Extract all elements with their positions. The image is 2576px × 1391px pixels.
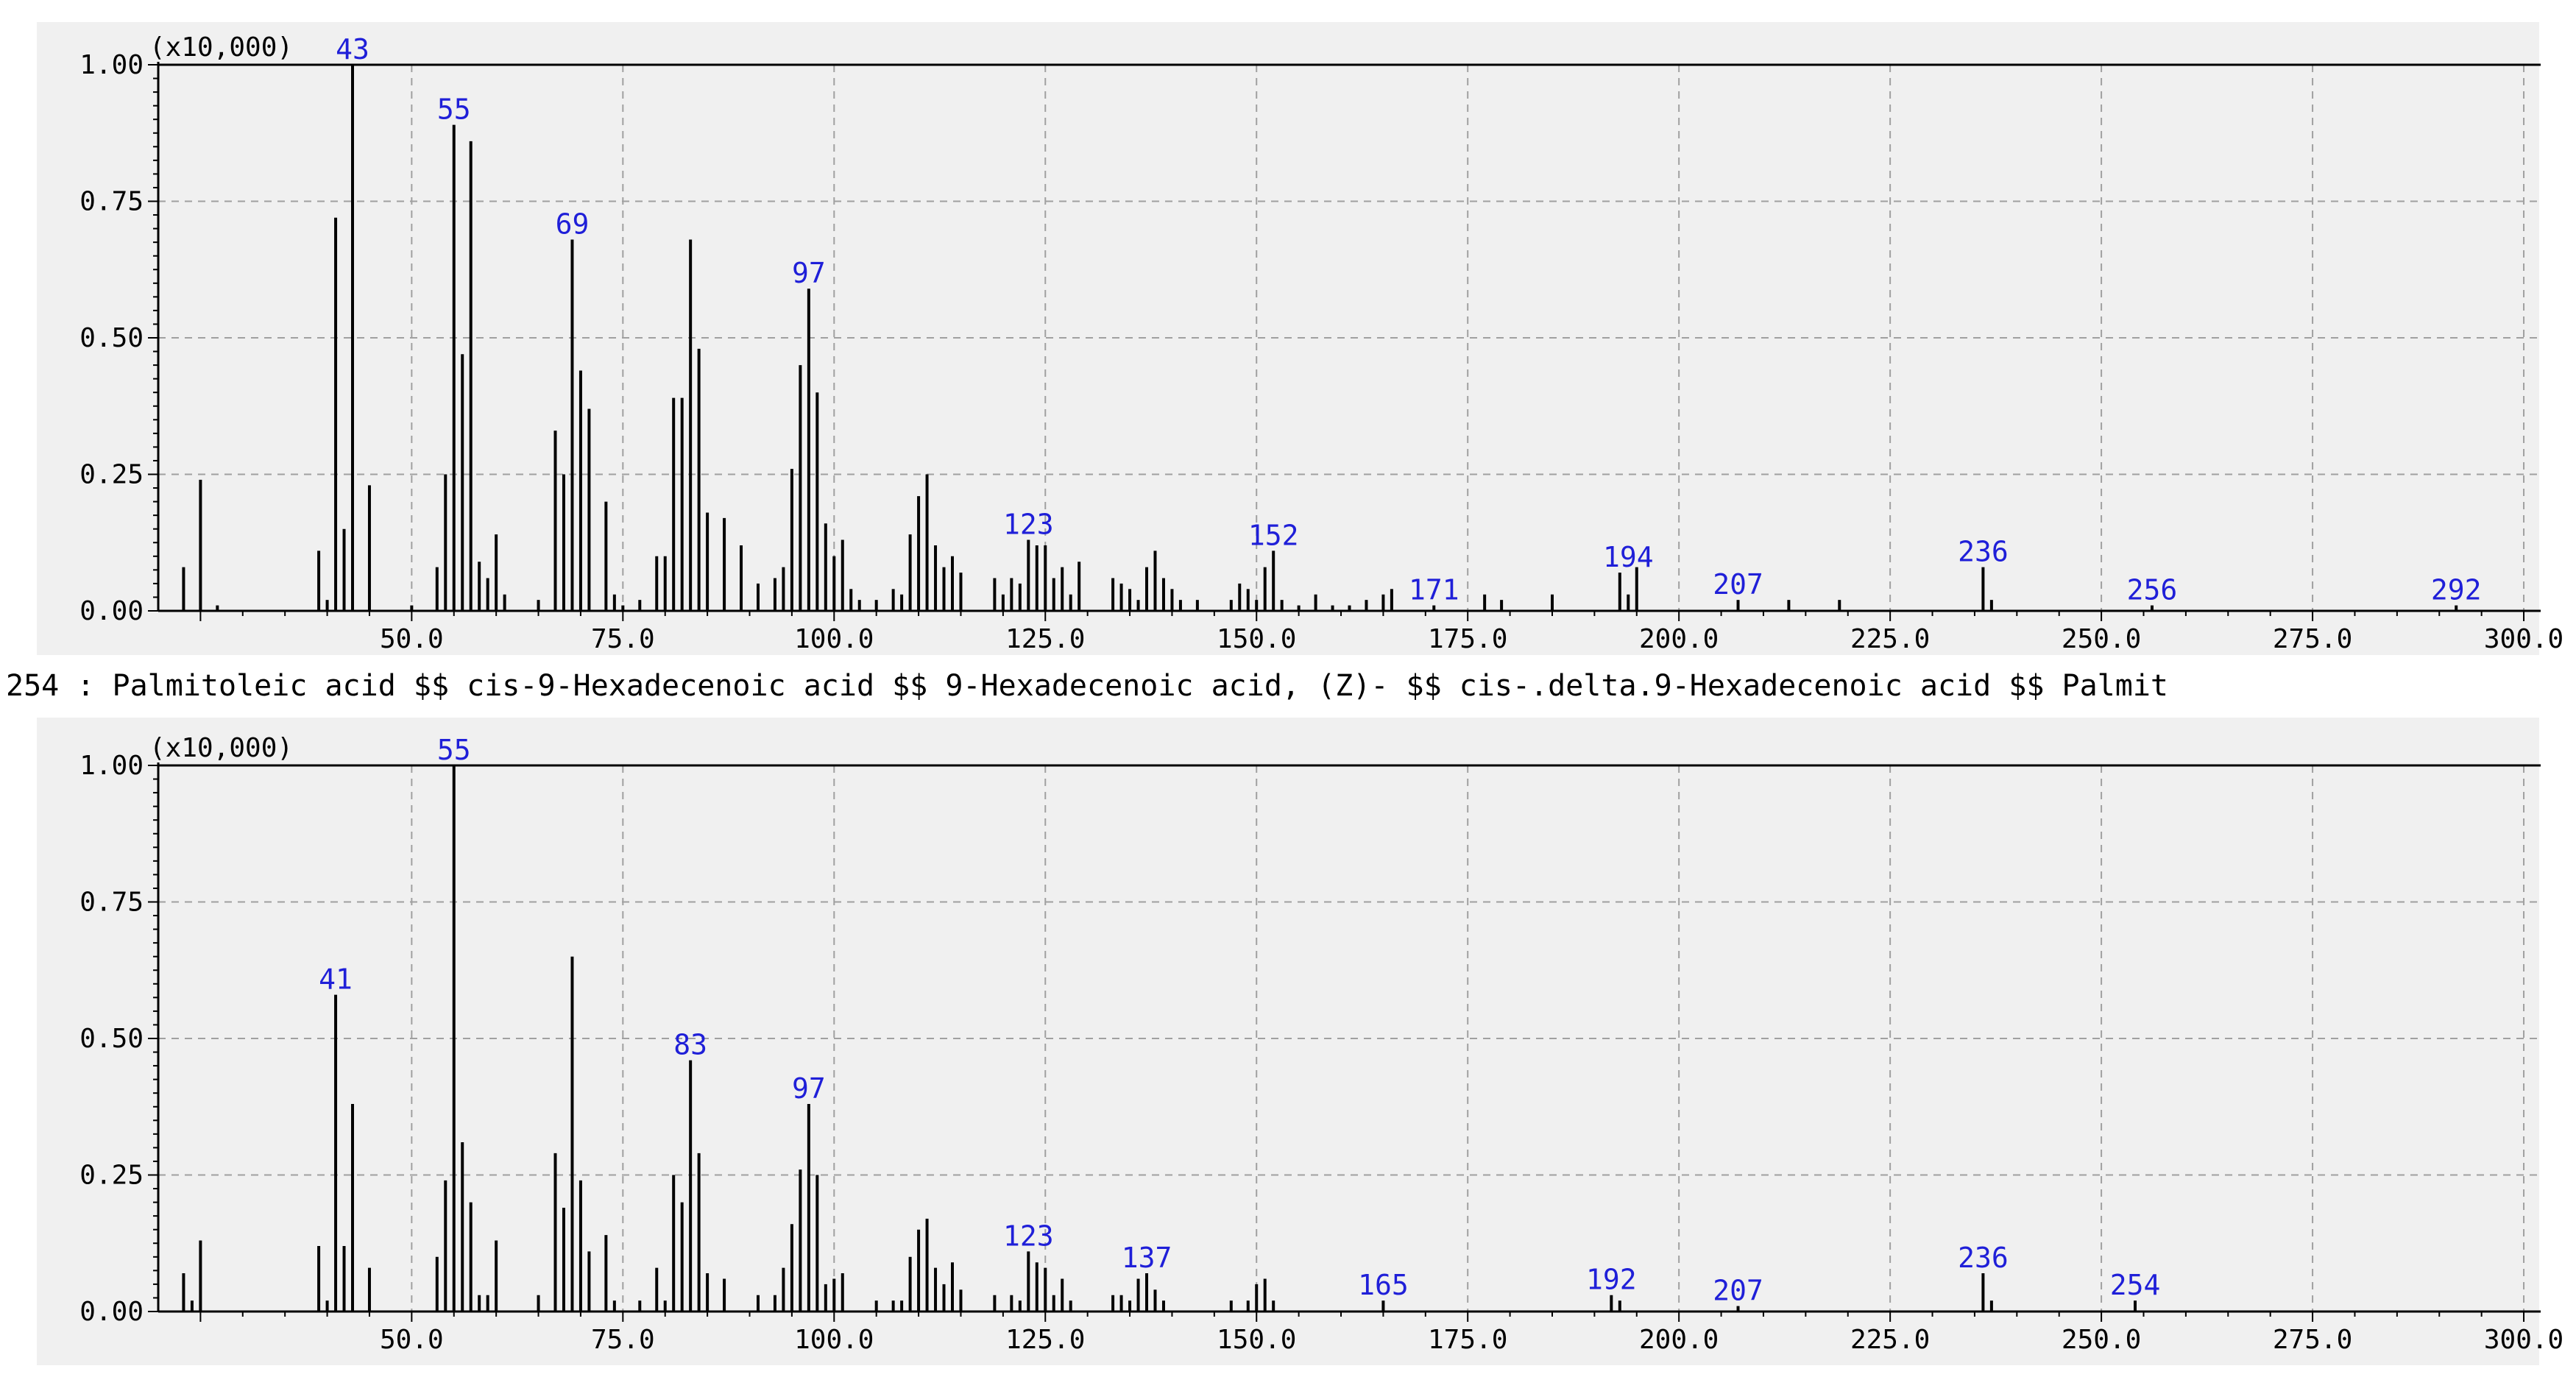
library-hit-caption: 254 : Palmitoleic acid $$ cis-9-Hexadece… bbox=[6, 669, 2168, 703]
x-tick-label: 275.0 bbox=[2273, 624, 2352, 654]
peak-label: 97 bbox=[792, 257, 826, 289]
y-tick-label: 0.75 bbox=[79, 187, 144, 217]
peak-label: 97 bbox=[792, 1072, 826, 1105]
peak-label: 194 bbox=[1603, 541, 1654, 573]
x-tick-label: 300.0 bbox=[2484, 624, 2563, 654]
x-tick-label: 100.0 bbox=[794, 1325, 874, 1355]
peak-label: 123 bbox=[1003, 509, 1054, 541]
peak-label: 171 bbox=[1409, 574, 1459, 606]
peak-label: 292 bbox=[2431, 574, 2482, 606]
x-tick-label: 125.0 bbox=[1005, 1325, 1085, 1355]
scale-label: (x10,000) bbox=[149, 32, 293, 63]
x-tick-label: 150.0 bbox=[1217, 1325, 1296, 1355]
x-tick-label: 100.0 bbox=[794, 624, 874, 654]
x-tick-label: 275.0 bbox=[2273, 1325, 2352, 1355]
peak-label: 43 bbox=[336, 33, 369, 66]
peak-label: 55 bbox=[437, 734, 471, 766]
y-tick-label: 1.00 bbox=[79, 50, 144, 80]
peak-label: 207 bbox=[1713, 568, 1763, 601]
x-tick-label: 75.0 bbox=[591, 1325, 655, 1355]
y-tick-label: 0.50 bbox=[79, 323, 144, 353]
peak-label: 55 bbox=[437, 93, 471, 126]
x-tick-label: 200.0 bbox=[1639, 1325, 1719, 1355]
peak-label: 137 bbox=[1122, 1242, 1172, 1274]
peak-label: 254 bbox=[2110, 1269, 2161, 1301]
x-tick-label: 175.0 bbox=[1428, 624, 1507, 654]
x-tick-label: 250.0 bbox=[2062, 1325, 2141, 1355]
y-tick-label: 0.75 bbox=[79, 888, 144, 918]
y-tick-label: 0.00 bbox=[79, 1297, 144, 1327]
x-tick-label: 225.0 bbox=[1850, 624, 1930, 654]
peak-label: 256 bbox=[2127, 574, 2178, 606]
peak-label: 152 bbox=[1248, 519, 1299, 551]
x-tick-label: 50.0 bbox=[380, 1325, 444, 1355]
x-tick-label: 175.0 bbox=[1428, 1325, 1507, 1355]
x-tick-label: 125.0 bbox=[1005, 624, 1085, 654]
peak-label: 41 bbox=[319, 963, 353, 996]
x-tick-label: 225.0 bbox=[1850, 1325, 1930, 1355]
scale-label: (x10,000) bbox=[149, 733, 293, 763]
x-tick-label: 75.0 bbox=[591, 624, 655, 654]
x-tick-label: 150.0 bbox=[1217, 624, 1296, 654]
x-tick-label: 50.0 bbox=[380, 624, 444, 654]
peak-label: 165 bbox=[1358, 1269, 1409, 1301]
bottom-spectrum-panel: 0.00 0.25 0.50 0.75 1.00 50.0 75.0 100.0 125.0 15… bbox=[79, 733, 2563, 1355]
y-tick-label: 0.25 bbox=[79, 1161, 144, 1191]
peak-label: 236 bbox=[1958, 1242, 2009, 1274]
peak-label: 207 bbox=[1713, 1275, 1763, 1307]
peak-label: 83 bbox=[673, 1029, 707, 1061]
peak-label: 192 bbox=[1586, 1264, 1637, 1296]
x-tick-label: 300.0 bbox=[2484, 1325, 2563, 1355]
top-spectrum-panel: 0.00 0.25 0.50 0.75 1.00 50.0 75.0 100.0 125.0 15… bbox=[79, 32, 2563, 654]
y-tick-label: 0.25 bbox=[79, 460, 144, 490]
peak-label: 236 bbox=[1958, 536, 2009, 568]
x-tick-label: 250.0 bbox=[2062, 624, 2141, 654]
peak-label: 69 bbox=[556, 208, 590, 240]
x-tick-label: 200.0 bbox=[1639, 624, 1719, 654]
y-tick-label: 0.00 bbox=[79, 596, 144, 626]
y-tick-label: 1.00 bbox=[79, 751, 144, 781]
y-tick-label: 0.50 bbox=[79, 1024, 144, 1054]
peak-label: 123 bbox=[1003, 1220, 1054, 1252]
